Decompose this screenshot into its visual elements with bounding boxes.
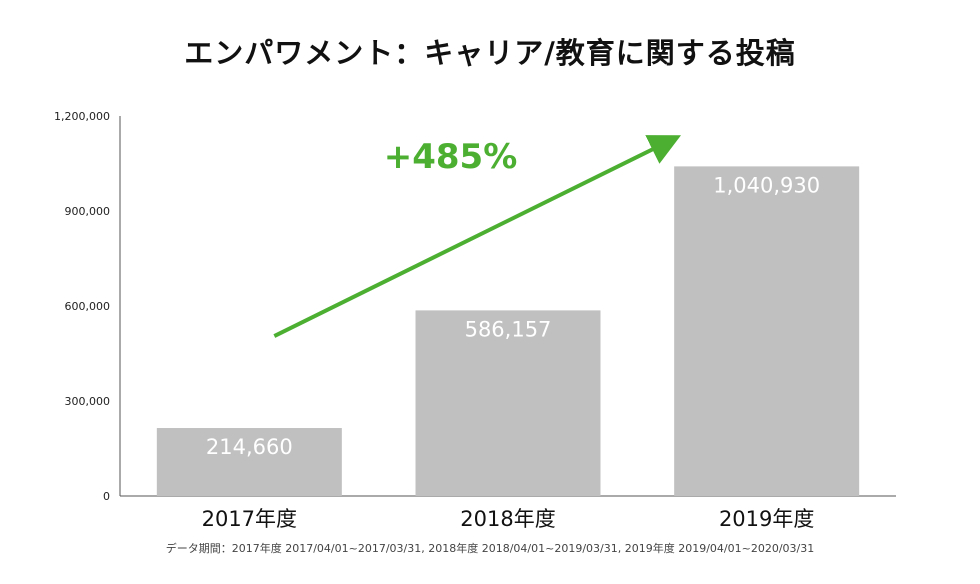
bar	[415, 310, 601, 496]
growth-arrow	[273, 135, 682, 338]
bar	[674, 166, 860, 496]
growth-annotation: +485%	[384, 137, 518, 177]
data-period-footnote: データ期間：2017年度 2017/04/01~2017/03/31, 2018…	[165, 542, 815, 555]
y-tick-label: 1,200,000	[54, 110, 110, 123]
bar-value-label: 214,660	[206, 435, 293, 459]
chart-title: エンパワメント：キャリア/教育に関する投稿	[184, 36, 796, 70]
x-tick-label: 2017年度	[202, 507, 297, 531]
y-tick-label: 0	[103, 490, 110, 503]
bar	[156, 428, 342, 496]
y-tick-label: 600,000	[65, 300, 111, 313]
bar-value-label: 1,040,930	[713, 173, 820, 197]
x-tick-label: 2019年度	[719, 507, 814, 531]
y-tick-label: 300,000	[65, 395, 111, 408]
y-tick-label: 900,000	[65, 205, 111, 218]
bar-value-label: 586,157	[465, 317, 552, 341]
x-tick-label: 2018年度	[460, 507, 555, 531]
